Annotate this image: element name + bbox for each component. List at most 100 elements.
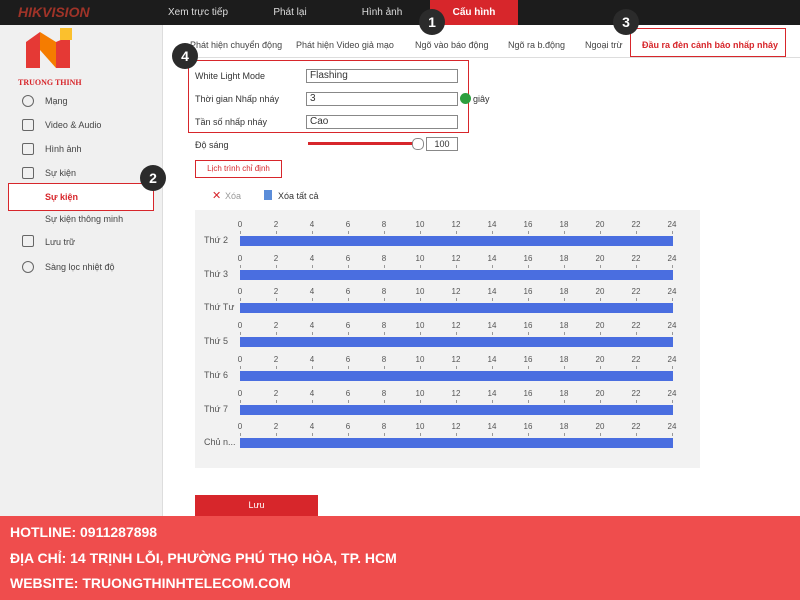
- hour-label: 0: [237, 220, 243, 229]
- hour-label: 4: [309, 354, 315, 364]
- hour-label: 2: [273, 220, 279, 229]
- hour-tick: [528, 433, 529, 437]
- tab[interactable]: Phát hiện chuyển động: [190, 40, 283, 50]
- hour-label: 22: [631, 388, 641, 398]
- menu-item[interactable]: Sự kiện thông minh: [45, 214, 124, 224]
- menu-item[interactable]: Mạng: [45, 96, 68, 106]
- hour-label: 16: [523, 388, 533, 398]
- hour-tick: [312, 365, 313, 369]
- schedule-bar: [240, 269, 673, 280]
- badge: 2: [140, 165, 166, 191]
- hour-label: 0: [237, 422, 243, 432]
- hour-label: 20: [595, 422, 605, 432]
- nav-item[interactable]: Hình ảnh: [361, 7, 403, 18]
- hour-label: 18: [559, 422, 569, 432]
- menu-item[interactable]: Lưu trữ: [45, 237, 76, 247]
- day-label: Thứ 3: [204, 268, 229, 279]
- hour-tick: [636, 332, 637, 336]
- hour-tick: [240, 365, 241, 369]
- day-label: Thứ 5: [204, 336, 229, 347]
- hour-tick: [492, 433, 493, 437]
- hour-label: 12: [451, 354, 461, 364]
- hour-tick: [564, 264, 565, 268]
- hour-tick: [240, 298, 241, 302]
- hour-tick: [420, 399, 421, 403]
- valid-icon: [460, 93, 471, 104]
- tab[interactable]: Phát hiện Video giả mạo: [296, 40, 394, 50]
- hour-label: 2: [273, 287, 279, 297]
- day-label: Thứ 7: [204, 403, 229, 414]
- hour-label: 0: [237, 253, 243, 263]
- menu-item[interactable]: Sự kiện: [45, 168, 77, 178]
- select[interactable]: Cao: [306, 115, 458, 129]
- hour-tick: [384, 264, 385, 268]
- hour-label: 4: [309, 253, 315, 263]
- tab[interactable]: Đầu ra đèn cảnh báo nhấp nháy: [642, 40, 779, 50]
- hour-label: 22: [631, 253, 641, 263]
- menu-item[interactable]: Hình ảnh: [45, 144, 82, 154]
- hour-label: 8: [381, 321, 387, 331]
- hour-tick: [276, 298, 277, 302]
- hour-label: 24: [667, 253, 677, 263]
- schedule-button[interactable]: Lịch trình chỉ định: [195, 160, 282, 178]
- save-button[interactable]: Lưu: [195, 495, 318, 516]
- select[interactable]: Flashing: [306, 69, 458, 83]
- hour-tick: [528, 298, 529, 302]
- hour-tick: [672, 399, 673, 403]
- hour-label: 22: [631, 321, 641, 331]
- hour-label: 24: [667, 422, 677, 432]
- slider-value[interactable]: 100: [426, 137, 458, 151]
- schedule-bar: [240, 236, 673, 246]
- icon: [22, 95, 34, 107]
- hour-tick: [276, 332, 277, 336]
- hour-tick: [492, 231, 493, 234]
- hour-label: 24: [667, 321, 677, 331]
- hour-label: 0: [237, 321, 243, 331]
- hour-label: 10: [415, 253, 425, 263]
- delete-all-button[interactable]: Xóa tất cả: [278, 191, 319, 201]
- hour-label: 20: [595, 287, 605, 297]
- menu-item[interactable]: Sự kiện: [45, 192, 79, 202]
- hour-tick: [276, 433, 277, 437]
- badge: 4: [172, 43, 198, 69]
- hour-tick: [636, 298, 637, 302]
- hour-label: 22: [631, 422, 641, 432]
- hour-label: 2: [273, 388, 279, 398]
- badge: 3: [613, 9, 639, 35]
- hour-tick: [312, 399, 313, 403]
- hour-tick: [636, 433, 637, 437]
- tab[interactable]: Ngõ ra b.động: [508, 40, 566, 50]
- day-label: Thứ 2: [204, 235, 229, 245]
- slider-handle[interactable]: [412, 138, 424, 150]
- hour-tick: [312, 298, 313, 302]
- hour-label: 12: [451, 388, 461, 398]
- nav-item[interactable]: Xem trực tiếp: [167, 7, 229, 18]
- hour-label: 16: [523, 354, 533, 364]
- hour-tick: [528, 231, 529, 234]
- hour-tick: [348, 332, 349, 336]
- tab[interactable]: Ngoại trừ: [585, 40, 623, 50]
- schedule-bar: [240, 438, 673, 449]
- delete-button[interactable]: Xóa: [225, 191, 242, 201]
- hour-tick: [276, 399, 277, 403]
- hour-label: 12: [451, 220, 461, 229]
- nav-item[interactable]: Phát lại: [273, 7, 307, 18]
- hour-tick: [636, 231, 637, 234]
- divider: [180, 57, 800, 58]
- menu-item[interactable]: Sàng lọc nhiệt độ: [45, 262, 115, 272]
- hour-tick: [312, 433, 313, 437]
- hour-tick: [276, 231, 277, 234]
- hour-label: 2: [273, 253, 279, 263]
- hour-tick: [672, 264, 673, 268]
- hour-tick: [420, 298, 421, 302]
- menu-item[interactable]: Video & Audio: [45, 120, 102, 130]
- hour-label: 16: [523, 321, 533, 331]
- tab[interactable]: Ngõ vào báo động: [415, 40, 489, 50]
- hour-label: 16: [523, 253, 533, 263]
- hour-tick: [600, 365, 601, 369]
- hour-label: 10: [415, 287, 425, 297]
- hour-label: 4: [309, 220, 315, 229]
- input[interactable]: 3: [306, 92, 458, 106]
- hour-label: 10: [415, 422, 425, 432]
